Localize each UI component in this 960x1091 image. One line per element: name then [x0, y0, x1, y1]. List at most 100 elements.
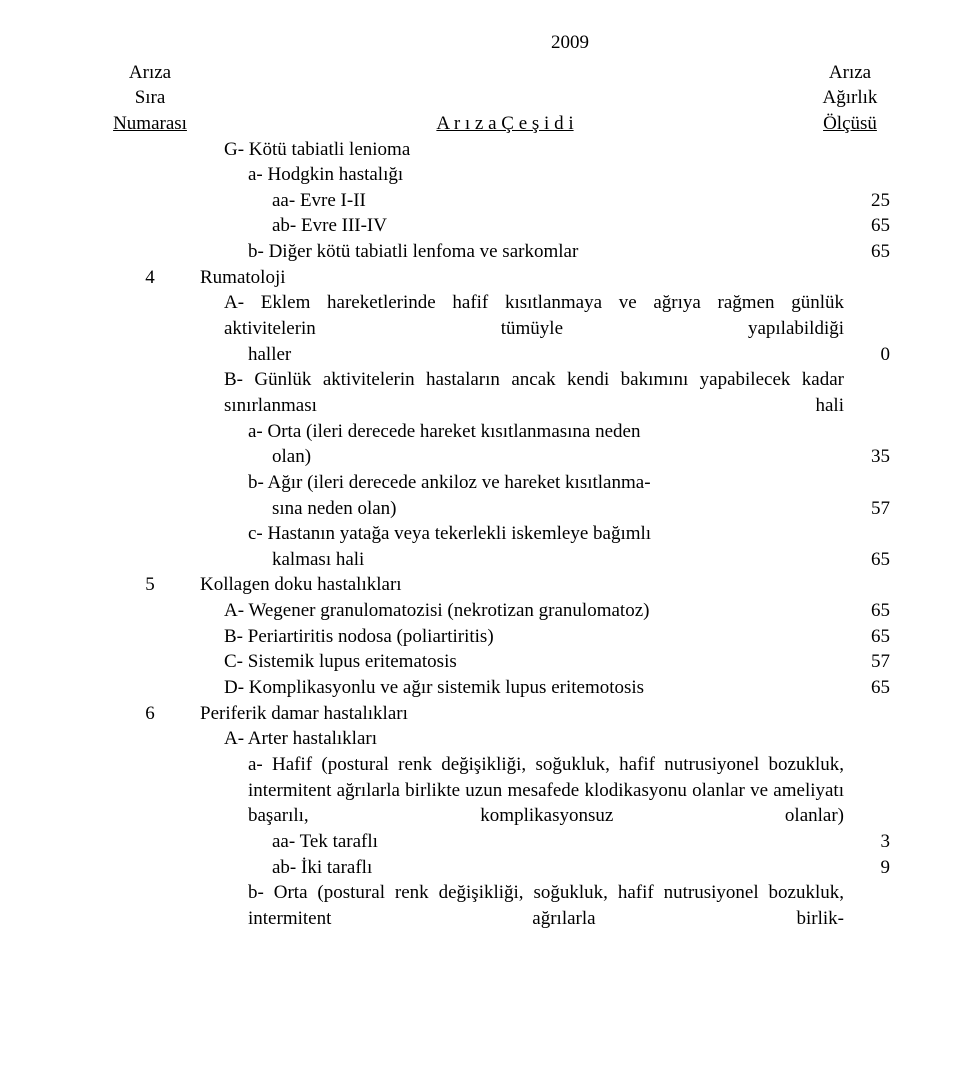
- body-row: 5Kollagen doku hastalıkları: [100, 572, 890, 598]
- row-content: kalması hali65: [200, 547, 890, 573]
- body-row: a- Orta (ileri derecede hareket kısıtlan…: [100, 419, 890, 445]
- line-text: kalması hali: [200, 547, 850, 573]
- row-number: [100, 521, 200, 547]
- row-number: [100, 624, 200, 650]
- header-row-3: Numarası A r ı z a Ç e ş i d i Ölçüsü: [100, 111, 890, 137]
- line: Rumatoloji: [200, 265, 890, 291]
- line: B- Periartiritis nodosa (poliartiritis)6…: [200, 624, 890, 650]
- header-col1-line2: Sıra: [100, 85, 200, 111]
- header-col2-line1: [200, 60, 810, 86]
- body-row: kalması hali65: [100, 547, 890, 573]
- body-row: A- Wegener granulomatozisi (nekrotizan g…: [100, 598, 890, 624]
- line-value: 25: [850, 188, 890, 214]
- line: A- Wegener granulomatozisi (nekrotizan g…: [200, 598, 890, 624]
- body-row: ab- Evre III-IV65: [100, 213, 890, 239]
- body-row: A- Arter hastalıkları: [100, 726, 890, 752]
- row-number: [100, 444, 200, 470]
- line-text: aa- Evre I-II: [200, 188, 850, 214]
- line-text: Kollagen doku hastalıkları: [200, 572, 850, 598]
- row-content: C- Sistemik lupus eritematosis57: [200, 649, 890, 675]
- row-number: [100, 239, 200, 265]
- body-row: G- Kötü tabiatli lenioma: [100, 137, 890, 163]
- line-text: a- Hafif (postural renk değişikliği, soğ…: [200, 752, 850, 829]
- line-text: Rumatoloji: [200, 265, 850, 291]
- line: b- Diğer kötü tabiatli lenfoma ve sarkom…: [200, 239, 890, 265]
- header-col2-line2: [200, 85, 810, 111]
- page: 2009 Arıza Arıza Sıra Ağırlık Numarası A…: [0, 0, 960, 1091]
- line-text: A- Arter hastalıkları: [200, 726, 850, 752]
- line: Periferik damar hastalıkları: [200, 701, 890, 727]
- line-value: 65: [850, 213, 890, 239]
- row-number: [100, 213, 200, 239]
- line-text: sına neden olan): [200, 496, 850, 522]
- line: a- Hodgkin hastalığı: [200, 162, 890, 188]
- body-row: D- Komplikasyonlu ve ağır sistemik lupus…: [100, 675, 890, 701]
- row-number: [100, 675, 200, 701]
- body-row: B- Günlük aktivitelerin hastaların ancak…: [100, 367, 890, 418]
- row-content: a- Orta (ileri derecede hareket kısıtlan…: [200, 419, 890, 445]
- line: a- Orta (ileri derecede hareket kısıtlan…: [200, 419, 890, 445]
- row-content: sına neden olan)57: [200, 496, 890, 522]
- row-content: b- Orta (postural renk değişikliği, soğu…: [200, 880, 890, 931]
- row-content: ab- Evre III-IV65: [200, 213, 890, 239]
- body-row: C- Sistemik lupus eritematosis57: [100, 649, 890, 675]
- header-row-1: Arıza Arıza: [100, 60, 890, 86]
- row-content: B- Günlük aktivitelerin hastaların ancak…: [200, 367, 890, 418]
- line: aa- Evre I-II25: [200, 188, 890, 214]
- row-content: c- Hastanın yatağa veya tekerlekli iskem…: [200, 521, 890, 547]
- line-text: ab- Evre III-IV: [200, 213, 850, 239]
- row-number: 5: [100, 572, 200, 598]
- line-text: D- Komplikasyonlu ve ağır sistemik lupus…: [200, 675, 850, 701]
- body-row: b- Orta (postural renk değişikliği, soğu…: [100, 880, 890, 931]
- row-content: aa- Evre I-II25: [200, 188, 890, 214]
- body-row: b- Diğer kötü tabiatli lenfoma ve sarkom…: [100, 239, 890, 265]
- row-content: A- Wegener granulomatozisi (nekrotizan g…: [200, 598, 890, 624]
- line-value: 65: [850, 239, 890, 265]
- row-number: [100, 342, 200, 368]
- year: 2009: [250, 30, 890, 56]
- line-value: 0: [850, 342, 890, 368]
- line-text: b- Ağır (ileri derecede ankiloz ve harek…: [200, 470, 850, 496]
- row-content: Rumatoloji: [200, 265, 890, 291]
- body-row: sına neden olan)57: [100, 496, 890, 522]
- line-text: Periferik damar hastalıkları: [200, 701, 850, 727]
- line: aa- Tek taraflı3: [200, 829, 890, 855]
- row-number: [100, 188, 200, 214]
- header-col2-line3: A r ı z a Ç e ş i d i: [200, 111, 810, 137]
- line: sına neden olan)57: [200, 496, 890, 522]
- line: olan)35: [200, 444, 890, 470]
- row-content: Kollagen doku hastalıkları: [200, 572, 890, 598]
- line-text: B- Günlük aktivitelerin hastaların ancak…: [200, 367, 850, 418]
- line-value: 65: [850, 547, 890, 573]
- row-number: [100, 496, 200, 522]
- body-row: a- Hafif (postural renk değişikliği, soğ…: [100, 752, 890, 829]
- row-number: [100, 880, 200, 931]
- row-content: Periferik damar hastalıkları: [200, 701, 890, 727]
- row-content: G- Kötü tabiatli lenioma: [200, 137, 890, 163]
- header-col3-line2: Ağırlık: [810, 85, 890, 111]
- row-content: D- Komplikasyonlu ve ağır sistemik lupus…: [200, 675, 890, 701]
- header-col1-line1: Arıza: [100, 60, 200, 86]
- line-text: a- Hodgkin hastalığı: [200, 162, 850, 188]
- row-number: [100, 649, 200, 675]
- body-row: 4Rumatoloji: [100, 265, 890, 291]
- line-text: a- Orta (ileri derecede hareket kısıtlan…: [200, 419, 850, 445]
- row-number: [100, 855, 200, 881]
- row-number: [100, 598, 200, 624]
- line: G- Kötü tabiatli lenioma: [200, 137, 890, 163]
- header-col3-line3: Ölçüsü: [810, 111, 890, 137]
- row-number: [100, 752, 200, 829]
- row-content: haller0: [200, 342, 890, 368]
- row-content: B- Periartiritis nodosa (poliartiritis)6…: [200, 624, 890, 650]
- body-row: aa- Evre I-II25: [100, 188, 890, 214]
- body-row: b- Ağır (ileri derecede ankiloz ve harek…: [100, 470, 890, 496]
- body-row: ab- İki taraflı9: [100, 855, 890, 881]
- line-text: b- Diğer kötü tabiatli lenfoma ve sarkom…: [200, 239, 850, 265]
- line-value: 65: [850, 598, 890, 624]
- body-row: olan)35: [100, 444, 890, 470]
- line-text: olan): [200, 444, 850, 470]
- body-row: B- Periartiritis nodosa (poliartiritis)6…: [100, 624, 890, 650]
- row-content: a- Hodgkin hastalığı: [200, 162, 890, 188]
- line-value: 65: [850, 624, 890, 650]
- line-text: haller: [200, 342, 850, 368]
